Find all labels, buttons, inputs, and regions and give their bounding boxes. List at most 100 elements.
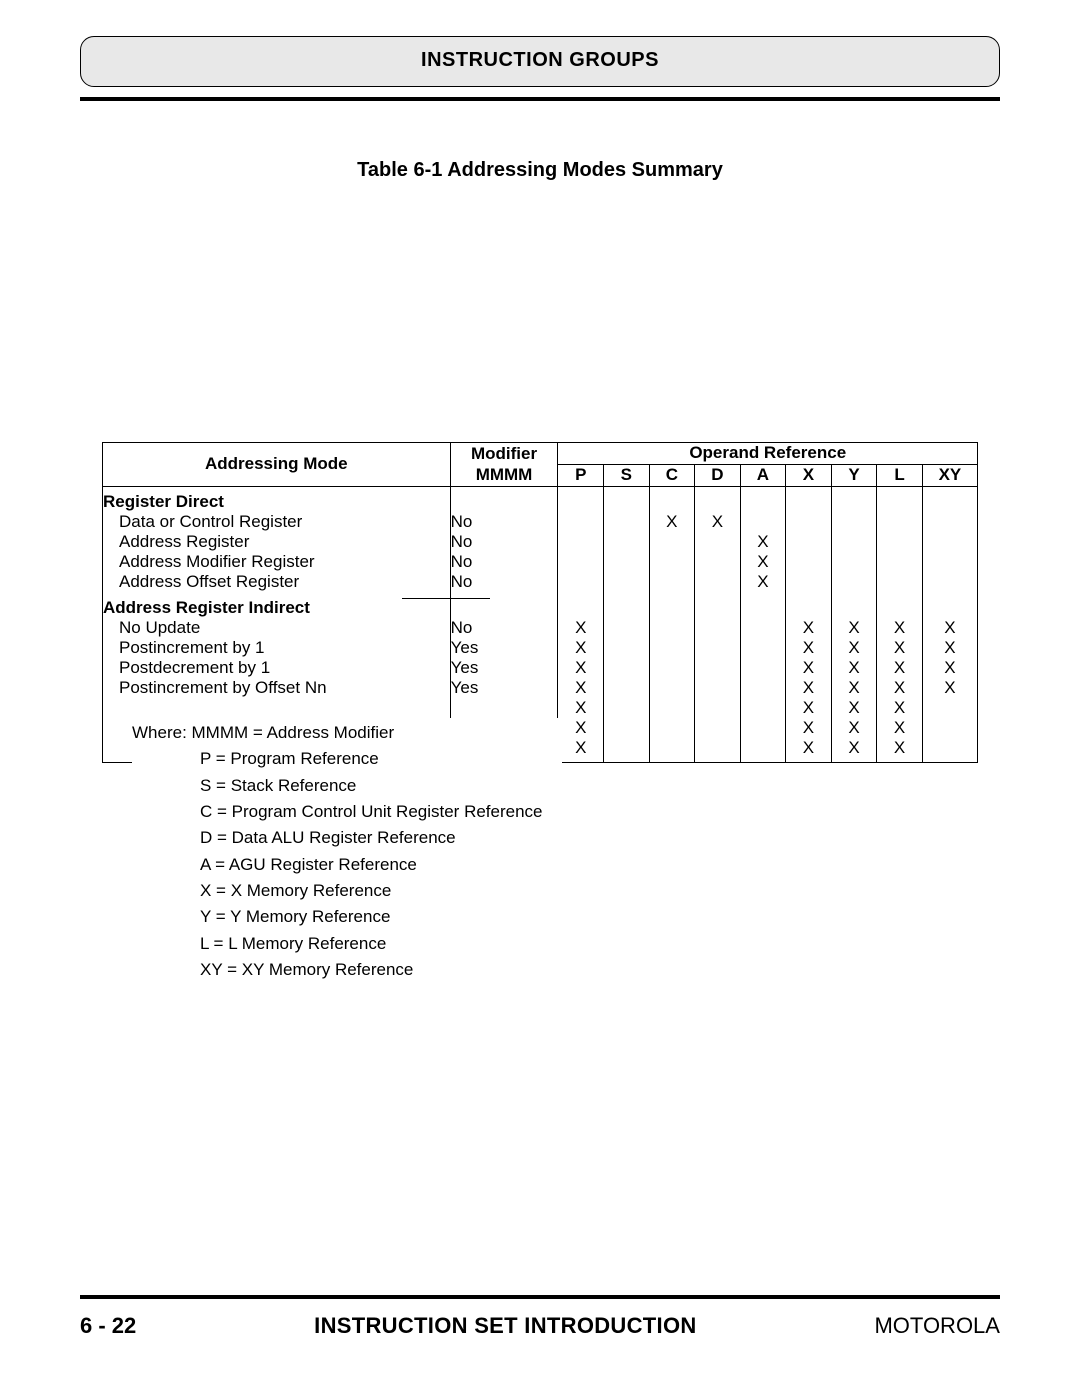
cell: [695, 598, 741, 618]
op-cell: [604, 638, 650, 658]
op-cell: [649, 678, 695, 698]
modifier-cell: Yes: [450, 638, 558, 658]
section-header-title: INSTRUCTION GROUPS: [421, 49, 659, 71]
op-cell: X: [877, 738, 923, 758]
op-cell: X: [831, 618, 877, 638]
mode-label: Postincrement by Offset Nn: [103, 678, 327, 698]
op-cell: X: [740, 532, 786, 552]
op-cell: X: [831, 698, 877, 718]
op-cell: [922, 698, 977, 718]
op-cell: [649, 718, 695, 738]
cell: [922, 598, 977, 618]
mode-label: Address Modifier Register: [103, 552, 315, 572]
op-cell: [695, 678, 741, 698]
table-row: Data or Control RegisterNoXX: [103, 512, 978, 532]
col-header-X: X: [786, 464, 832, 486]
legend-item: P = Program Reference: [200, 746, 562, 772]
op-cell: [877, 552, 923, 572]
op-cell: X: [740, 552, 786, 572]
section-title: Register Direct: [103, 492, 224, 511]
op-cell: X: [558, 678, 604, 698]
op-cell: [922, 718, 977, 738]
op-cell: X: [786, 638, 832, 658]
cell: [740, 492, 786, 512]
op-cell: X: [558, 718, 604, 738]
op-cell: [649, 618, 695, 638]
mode-label: Postincrement by 1: [103, 638, 265, 658]
op-cell: [695, 738, 741, 758]
op-cell: [604, 512, 650, 532]
cell: [831, 758, 877, 762]
op-cell: [831, 532, 877, 552]
page: INSTRUCTION GROUPS Table 6-1 Addressing …: [80, 36, 1000, 1337]
op-cell: X: [786, 658, 832, 678]
op-cell: X: [877, 638, 923, 658]
col-header-modifier-l1: Modifier: [471, 444, 537, 463]
cell: [877, 492, 923, 512]
modifier-cell: No: [450, 512, 558, 532]
op-cell: [877, 532, 923, 552]
op-cell: X: [558, 658, 604, 678]
op-cell: X: [877, 718, 923, 738]
legend-item: A = AGU Register Reference: [200, 852, 562, 878]
op-cell: [786, 532, 832, 552]
op-cell: X: [922, 678, 977, 698]
op-cell: [649, 532, 695, 552]
op-cell: [604, 532, 650, 552]
col-header-C: C: [649, 464, 695, 486]
op-cell: [558, 532, 604, 552]
modifier-cell: Yes: [450, 678, 558, 698]
legend-first: Where: MMMM = Address Modifier: [132, 720, 562, 746]
mode-cell: Data or Control Register: [103, 512, 451, 532]
mode-cell: Address Offset Register: [103, 572, 451, 592]
op-cell: X: [831, 738, 877, 758]
op-cell: X: [558, 738, 604, 758]
op-cell: X: [558, 618, 604, 638]
section-title-cell: Register Direct: [103, 492, 451, 512]
op-cell: [740, 718, 786, 738]
op-cell: [695, 618, 741, 638]
table-wrap: Addressing Mode Modifier MMMM Operand Re…: [102, 442, 978, 763]
op-cell: [604, 552, 650, 572]
cell: [831, 598, 877, 618]
op-cell: X: [877, 658, 923, 678]
op-cell: [695, 718, 741, 738]
legend-item: D = Data ALU Register Reference: [200, 825, 562, 851]
legend-item: S = Stack Reference: [200, 773, 562, 799]
table-row: Register Direct: [103, 492, 978, 512]
op-cell: [877, 512, 923, 532]
op-cell: X: [831, 678, 877, 698]
op-cell: X: [695, 512, 741, 532]
section-header: INSTRUCTION GROUPS: [80, 36, 1000, 87]
footer-title: INSTRUCTION SET INTRODUCTION: [314, 1313, 696, 1339]
cell: [649, 758, 695, 762]
op-cell: [695, 532, 741, 552]
op-cell: X: [831, 638, 877, 658]
op-cell: [740, 512, 786, 532]
legend: Where: MMMM = Address Modifier P = Progr…: [132, 718, 562, 983]
modifier-cell: No: [450, 532, 558, 552]
op-cell: [922, 512, 977, 532]
cell: [922, 758, 977, 762]
op-cell: X: [558, 638, 604, 658]
op-cell: [877, 572, 923, 592]
cell: [604, 492, 650, 512]
op-cell: [695, 552, 741, 572]
footer-vendor: MOTOROLA: [874, 1313, 1000, 1339]
table-row: XXXX: [103, 698, 978, 718]
cell: [558, 492, 604, 512]
op-cell: [922, 572, 977, 592]
op-cell: [604, 618, 650, 638]
op-cell: [695, 572, 741, 592]
cell: [604, 758, 650, 762]
op-cell: [922, 532, 977, 552]
mode-label: Data or Control Register: [103, 512, 302, 532]
table-row: Address Modifier RegisterNoX: [103, 552, 978, 572]
op-cell: [740, 658, 786, 678]
cell: [450, 492, 558, 512]
addressing-modes-table: Addressing Mode Modifier MMMM Operand Re…: [102, 442, 978, 763]
header-rule: [80, 97, 1000, 101]
op-cell: [604, 738, 650, 758]
table-row: Address Offset RegisterNoX: [103, 572, 978, 592]
col-header-S: S: [604, 464, 650, 486]
